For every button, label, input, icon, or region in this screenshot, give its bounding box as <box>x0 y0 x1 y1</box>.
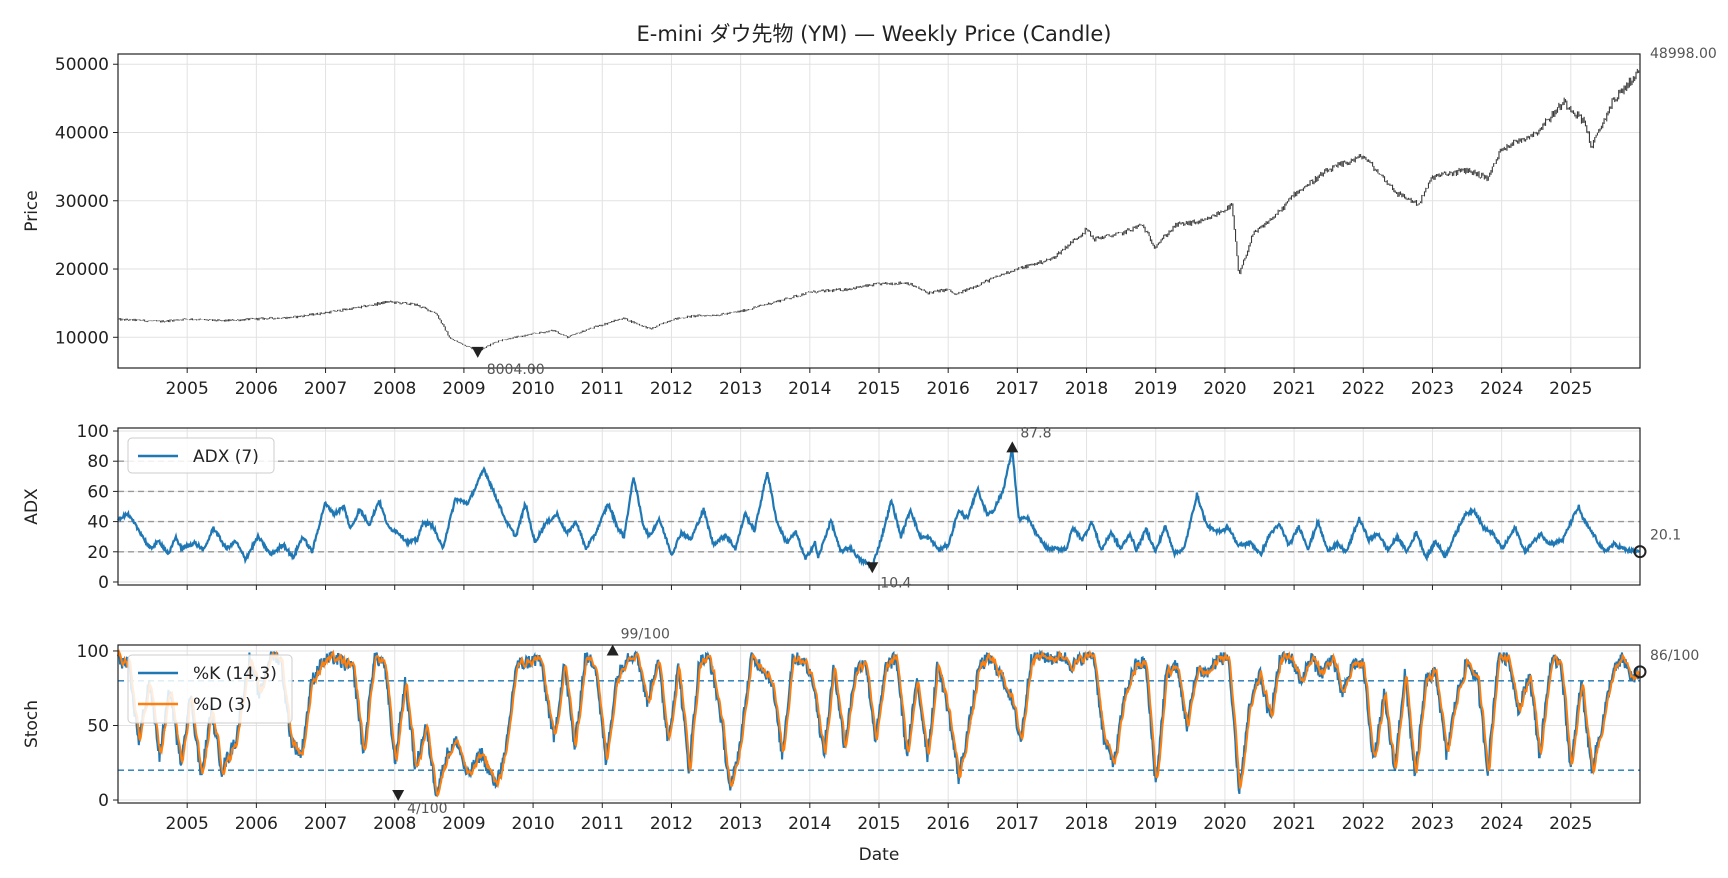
max-marker <box>1006 441 1019 453</box>
x-tick-label: 2013 <box>719 814 762 834</box>
adx-line <box>117 449 1641 571</box>
x-tick-label: 2024 <box>1480 814 1523 834</box>
y-tick-label: 30000 <box>55 192 109 212</box>
x-tick-label: 2019 <box>1134 379 1177 399</box>
x-tick-label: 2014 <box>788 379 831 399</box>
candles <box>117 68 1640 351</box>
x-tick-label: 2016 <box>927 814 970 834</box>
x-tick-label: 2022 <box>1342 814 1385 834</box>
plot-frame <box>117 427 1641 586</box>
stoch-panel: 0 50 100 2005 2006 2007 2008 2009 2010 2011 2012 20… <box>22 626 1699 865</box>
max-marker <box>606 644 619 656</box>
x-tick-label: 2014 <box>788 814 831 834</box>
y-tick-label: 40 <box>87 513 109 533</box>
adx-max-annotation: 87.8 <box>1020 425 1051 441</box>
min-marker <box>392 790 405 802</box>
x-tick-label: 2005 <box>166 814 209 834</box>
legend: ADX (7) <box>127 437 275 474</box>
x-tick-label: 2011 <box>581 379 624 399</box>
y-axis-label: Stoch <box>22 700 42 748</box>
x-tick-label: 2020 <box>1203 379 1246 399</box>
legend-label: ADX (7) <box>193 447 259 467</box>
min-marker <box>471 346 484 358</box>
x-tick-label: 2011 <box>581 814 624 834</box>
stoch-min-annotation: 4/100 <box>407 801 447 817</box>
y-tick-label: 0 <box>98 791 109 811</box>
x-tick-label: 2017 <box>996 379 1039 399</box>
x-tick-label: 2021 <box>1272 814 1315 834</box>
adx-panel: 0 20 40 60 80 100 ADX 87.8 10.4 20.1 ADX (7) <box>22 422 1681 593</box>
y-tick-label: 40000 <box>55 124 109 144</box>
x-tick-label: 2008 <box>373 379 416 399</box>
x-tick-label: 2023 <box>1411 379 1454 399</box>
legend-label: %K (14,3) <box>193 664 277 684</box>
x-tick-label: 2016 <box>927 379 970 399</box>
y-tick-label: 50000 <box>55 55 109 75</box>
x-tick-label: 2015 <box>857 814 900 834</box>
x-tick-label: 2025 <box>1549 379 1592 399</box>
x-tick-label: 2006 <box>235 814 278 834</box>
x-tick-label: 2010 <box>511 379 554 399</box>
x-tick-label: 2006 <box>235 379 278 399</box>
y-tick-label: 10000 <box>55 328 109 348</box>
x-tick-label: 2005 <box>166 379 209 399</box>
x-axis-label: Date <box>859 845 900 865</box>
x-tick-label: 2017 <box>996 814 1039 834</box>
y-axis-label: Price <box>22 190 42 231</box>
stoch-k-line <box>117 649 1641 797</box>
y-tick-label: 80 <box>87 452 109 472</box>
x-tick-label: 2015 <box>857 379 900 399</box>
x-tick-label: 2019 <box>1134 814 1177 834</box>
x-tick-label: 2024 <box>1480 379 1523 399</box>
x-tick-label: 2020 <box>1203 814 1246 834</box>
y-tick-label: 50 <box>87 716 109 736</box>
legend-box <box>127 437 275 474</box>
adx-min-annotation: 10.4 <box>880 575 911 591</box>
x-tick-label: 2007 <box>304 814 347 834</box>
stoch-d-line <box>117 648 1641 798</box>
x-tick-label: 2023 <box>1411 814 1454 834</box>
x-tick-label: 2012 <box>650 379 693 399</box>
x-tick-label: 2009 <box>442 814 485 834</box>
y-tick-label: 100 <box>77 422 109 442</box>
x-tick-label: 2025 <box>1549 814 1592 834</box>
y-tick-label: 20 <box>87 543 109 563</box>
y-tick-label: 20000 <box>55 260 109 280</box>
min-marker <box>866 562 879 574</box>
x-tick-label: 2018 <box>1065 814 1108 834</box>
x-tick-label: 2012 <box>650 814 693 834</box>
adx-last-annotation: 20.1 <box>1650 528 1681 544</box>
last-marker <box>1633 665 1647 679</box>
x-tick-label: 2009 <box>442 379 485 399</box>
x-tick-label: 2008 <box>373 814 416 834</box>
x-tick-label: 2022 <box>1342 379 1385 399</box>
plot-frame <box>117 644 1641 804</box>
legend: %K (14,3) %D (3) <box>127 654 293 724</box>
plot-frame <box>117 53 1641 369</box>
legend-label: %D (3) <box>193 695 252 715</box>
y-tick-label: 60 <box>87 482 109 502</box>
y-tick-label: 0 <box>98 573 109 593</box>
x-tick-label: 2010 <box>511 814 554 834</box>
y-tick-label: 100 <box>77 642 109 662</box>
y-axis-label: ADX <box>22 488 42 525</box>
chart-title: E-mini ダウ先物 (YM) — Weekly Price (Candle) <box>636 22 1111 46</box>
x-tick-label: 2007 <box>304 379 347 399</box>
x-tick-label: 2013 <box>719 379 762 399</box>
x-tick-label: 2018 <box>1065 379 1108 399</box>
last-price-annotation: 48998.00 <box>1650 46 1717 62</box>
stoch-max-annotation: 99/100 <box>621 626 670 642</box>
price-panel: 10000 20000 30000 40000 50000 2005 2006 2007 200… <box>22 46 1717 399</box>
min-price-annotation: 8004.00 <box>487 362 545 378</box>
x-tick-label: 2021 <box>1272 379 1315 399</box>
last-marker <box>1633 545 1647 559</box>
stoch-last-annotation: 86/100 <box>1650 648 1699 664</box>
